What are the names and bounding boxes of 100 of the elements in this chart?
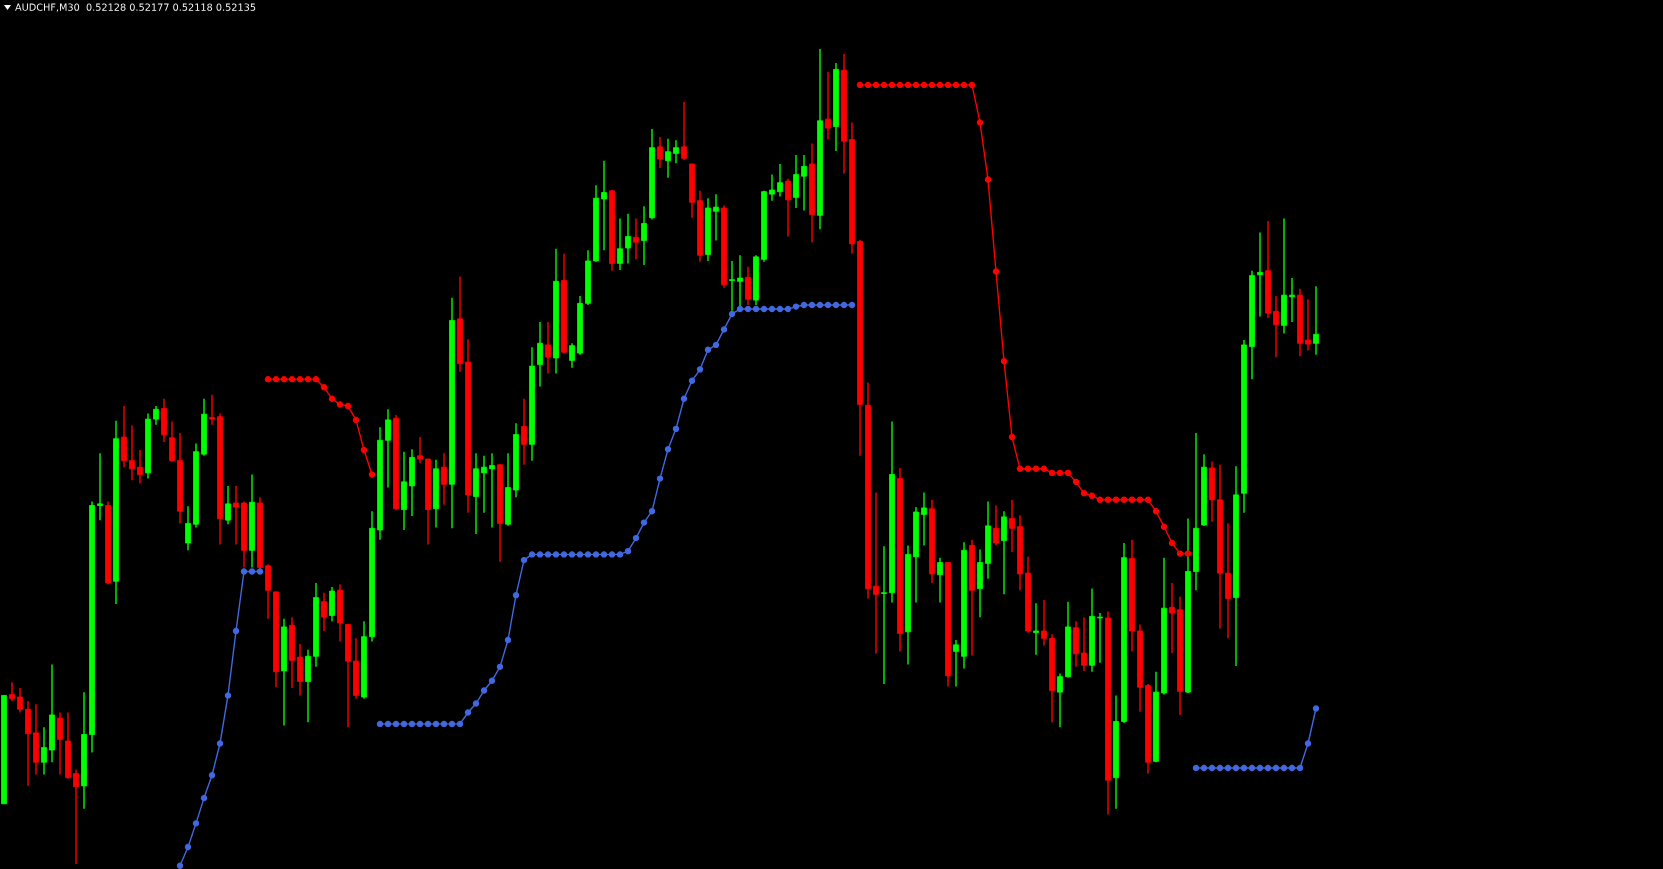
candlestick xyxy=(657,136,663,169)
candlestick xyxy=(225,485,231,525)
candlestick xyxy=(673,139,679,164)
candlestick xyxy=(681,101,687,161)
candlestick xyxy=(825,71,831,141)
candlestick xyxy=(713,193,719,242)
point xyxy=(1040,465,1048,472)
point xyxy=(920,81,928,89)
candlestick xyxy=(209,393,215,426)
candlestick xyxy=(793,154,799,209)
candlestick xyxy=(641,205,647,266)
point xyxy=(320,384,328,391)
candlestick xyxy=(17,687,23,714)
point xyxy=(1072,478,1080,486)
point xyxy=(872,81,880,89)
point xyxy=(368,471,376,478)
point xyxy=(912,81,920,89)
candlestick xyxy=(185,505,191,552)
point xyxy=(1112,496,1120,503)
point xyxy=(1048,469,1056,477)
point xyxy=(976,119,984,126)
point xyxy=(328,395,336,402)
point xyxy=(288,375,296,383)
point xyxy=(968,81,976,89)
point xyxy=(1152,507,1160,515)
candlestick xyxy=(1273,295,1279,358)
point xyxy=(928,81,936,89)
candlestick xyxy=(617,217,623,271)
point xyxy=(880,81,888,89)
candlestick xyxy=(417,436,423,464)
point xyxy=(1184,550,1192,557)
point xyxy=(1160,523,1168,530)
point xyxy=(1176,550,1184,557)
point xyxy=(1104,496,1112,503)
candlestick xyxy=(57,711,63,776)
candlestick xyxy=(921,491,927,547)
candlestick xyxy=(153,405,159,426)
candlestick xyxy=(633,217,639,261)
candlestick xyxy=(1169,582,1175,654)
candlestick xyxy=(1313,285,1319,356)
candlestick xyxy=(801,154,807,212)
candlestick xyxy=(537,321,543,388)
candlestick xyxy=(769,173,775,202)
candlestick xyxy=(873,491,879,655)
point xyxy=(352,416,360,424)
candlestick xyxy=(937,556,943,604)
candlestick xyxy=(745,265,751,306)
candlestick xyxy=(321,591,327,632)
candlestick xyxy=(881,545,887,685)
candlestick xyxy=(785,177,791,238)
candlestick xyxy=(1305,298,1311,352)
candlestick xyxy=(665,138,671,179)
candlestick xyxy=(441,452,447,506)
candlestick xyxy=(625,212,631,265)
candlestick xyxy=(385,408,391,489)
point xyxy=(936,81,944,89)
point xyxy=(296,375,304,383)
point xyxy=(1096,496,1104,503)
point xyxy=(952,81,960,89)
candlestick xyxy=(777,163,783,198)
point xyxy=(904,81,912,89)
point xyxy=(264,375,272,383)
candlestick xyxy=(233,485,239,546)
candlestick xyxy=(953,639,959,688)
point xyxy=(344,402,352,410)
point xyxy=(312,375,320,383)
candlestick xyxy=(521,398,527,466)
candlestick xyxy=(489,452,495,529)
point xyxy=(336,401,344,408)
point xyxy=(864,81,872,89)
point xyxy=(1128,496,1136,503)
candlestick xyxy=(97,452,103,521)
candlestick xyxy=(121,405,127,468)
candlestick xyxy=(1097,612,1103,664)
candlestick xyxy=(1081,616,1087,672)
point xyxy=(856,81,864,89)
candlestick xyxy=(73,768,79,865)
candlestick xyxy=(1009,499,1015,553)
point xyxy=(992,268,1000,275)
point xyxy=(1088,492,1096,499)
point xyxy=(1080,490,1088,497)
point xyxy=(1016,465,1024,472)
candlestick xyxy=(481,455,487,514)
point xyxy=(888,81,896,89)
candlestick xyxy=(601,160,607,252)
candlestick xyxy=(569,342,575,369)
point xyxy=(1144,496,1152,503)
point xyxy=(1008,433,1016,441)
point xyxy=(272,375,280,383)
point xyxy=(1056,469,1064,477)
candlestick xyxy=(41,726,47,776)
point xyxy=(1168,539,1176,547)
candlestick xyxy=(1057,672,1063,728)
candlestick xyxy=(1257,231,1263,318)
candlestick xyxy=(1041,599,1047,647)
point xyxy=(1064,469,1072,477)
candlestick xyxy=(1001,510,1007,596)
candlestick xyxy=(169,420,175,463)
chart-title: AUDCHF,M30 0.52128 0.52177 0.52118 0.52135 xyxy=(15,3,256,12)
candlestick xyxy=(137,449,143,485)
